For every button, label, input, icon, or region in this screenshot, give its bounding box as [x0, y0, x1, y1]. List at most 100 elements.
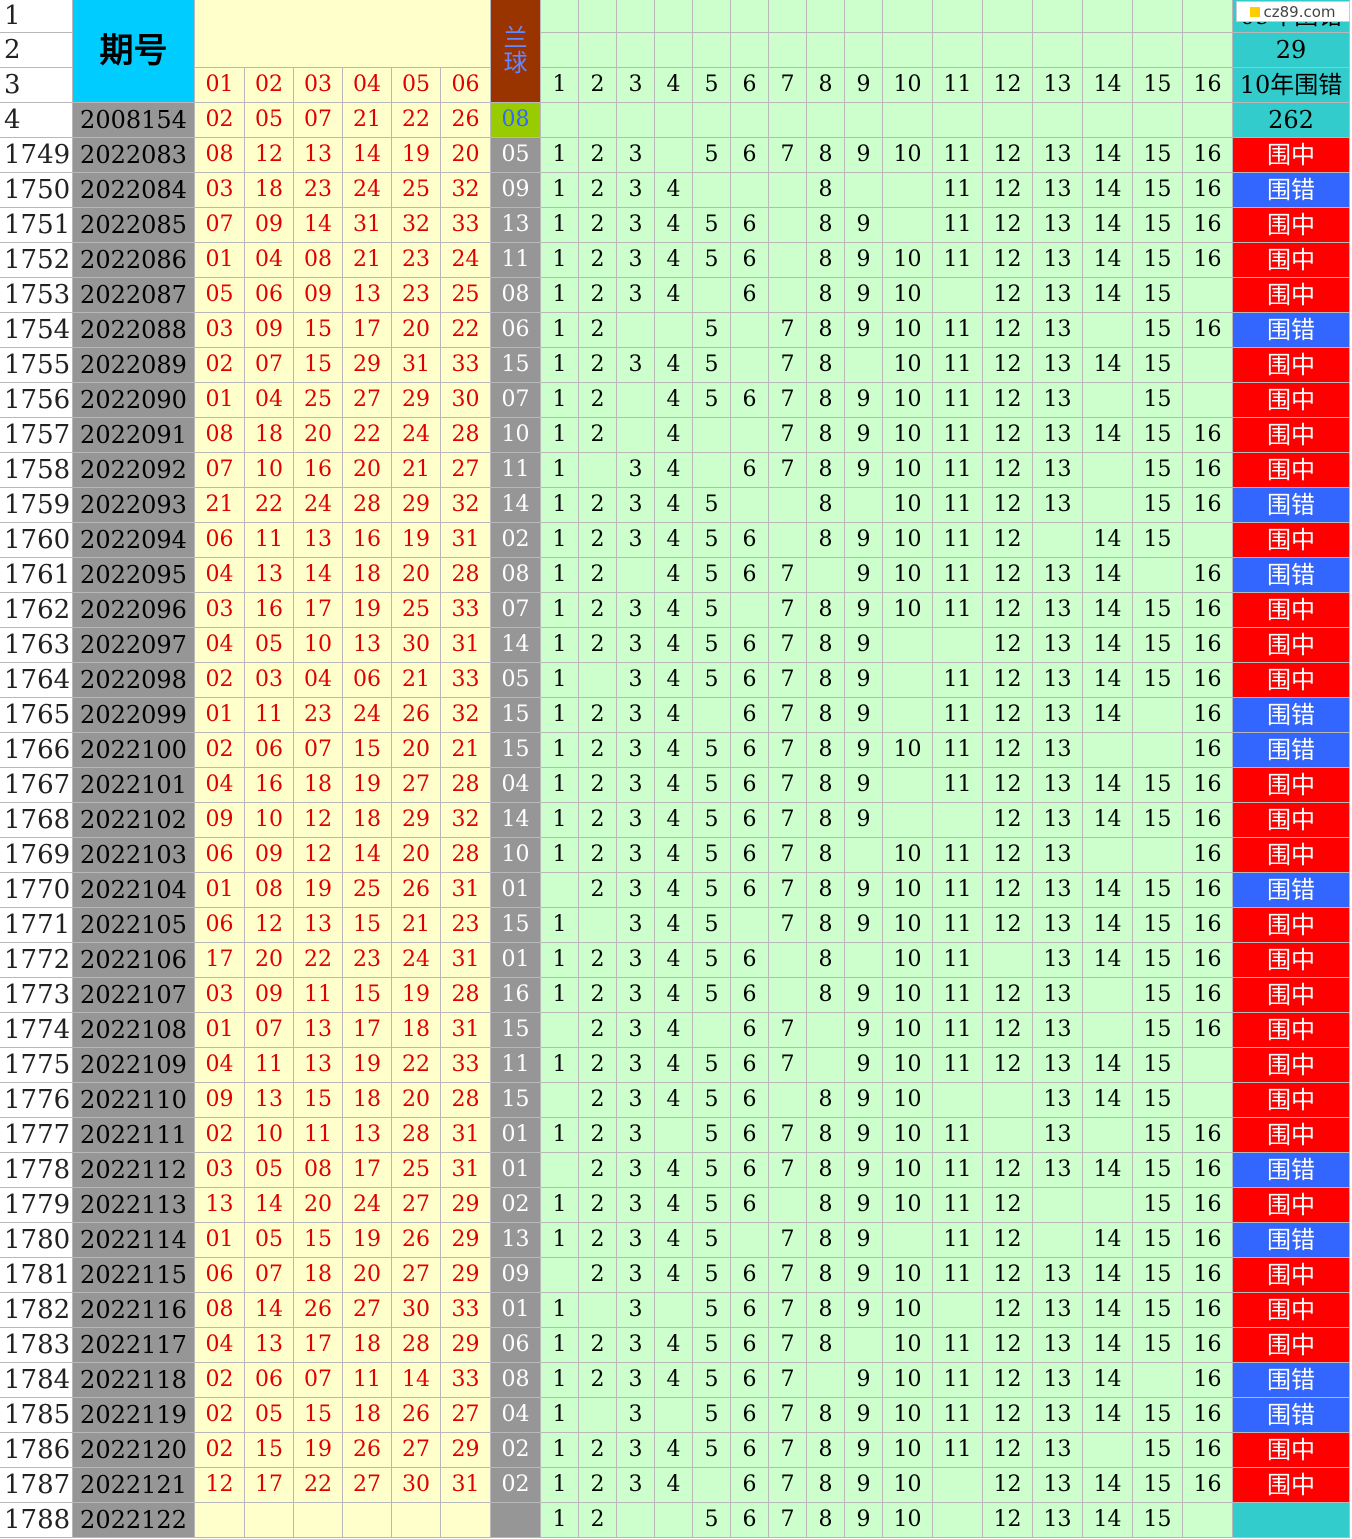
number-cell[interactable]: 14 [1083, 523, 1133, 558]
number-cell[interactable]: 10 [883, 908, 933, 943]
number-cell[interactable]: 6 [731, 1398, 769, 1433]
number-cell[interactable]: 8 [807, 418, 845, 453]
number-cell[interactable] [617, 313, 655, 348]
number-cell[interactable]: 16 [1183, 1013, 1233, 1048]
number-cell[interactable]: 2 [579, 1328, 617, 1363]
blue-ball-cell[interactable]: 08 [491, 558, 541, 593]
number-cell[interactable] [1083, 733, 1133, 768]
number-cell[interactable] [617, 383, 655, 418]
number-cell[interactable] [579, 663, 617, 698]
number-cell[interactable]: 10 [883, 593, 933, 628]
number-cell[interactable]: 11 [933, 1013, 983, 1048]
number-cell[interactable] [693, 173, 731, 208]
number-cell[interactable] [845, 943, 883, 978]
number-cell[interactable]: 10 [883, 1118, 933, 1153]
number-cell[interactable] [1033, 1223, 1083, 1258]
number-cell[interactable] [933, 803, 983, 838]
number-cell[interactable]: 14 [1083, 908, 1133, 943]
number-cell[interactable] [617, 558, 655, 593]
number-cell[interactable]: 5 [693, 978, 731, 1013]
row-number[interactable]: 1769 [0, 838, 73, 873]
number-cell[interactable]: 15 [1133, 803, 1183, 838]
number-cell[interactable]: 16 [1183, 1468, 1233, 1503]
number-cell[interactable]: 9 [845, 558, 883, 593]
number-cell[interactable]: 11 [933, 1188, 983, 1223]
number-cell[interactable] [845, 1328, 883, 1363]
number-cell[interactable]: 9 [845, 978, 883, 1013]
number-cell[interactable]: 7 [769, 1293, 807, 1328]
number-cell[interactable]: 13 [1033, 1468, 1083, 1503]
number-cell[interactable]: 3 [617, 1363, 655, 1398]
number-cell[interactable]: 15 [1133, 1398, 1183, 1433]
number-cell[interactable] [769, 943, 807, 978]
red-ball-cell[interactable]: 06 [195, 838, 245, 873]
number-cell[interactable]: 3 [617, 1118, 655, 1153]
number-cell[interactable]: 16 [1183, 1328, 1233, 1363]
number-cell[interactable]: 15 [1133, 1328, 1183, 1363]
number-cell[interactable]: 7 [769, 1013, 807, 1048]
red-ball-cell[interactable]: 25 [392, 173, 441, 208]
number-cell[interactable]: 11 [933, 978, 983, 1013]
red-ball-cell[interactable]: 13 [343, 278, 392, 313]
result-cell[interactable]: 围中 [1233, 418, 1350, 453]
number-cell[interactable]: 16 [1183, 558, 1233, 593]
red-ball-cell[interactable]: 23 [392, 243, 441, 278]
number-cell[interactable]: 3 [617, 523, 655, 558]
red-ball-cell[interactable]: 02 [195, 1363, 245, 1398]
row-number[interactable]: 1781 [0, 1258, 73, 1293]
number-cell[interactable]: 9 [845, 1398, 883, 1433]
number-cell[interactable]: 2 [579, 978, 617, 1013]
red-ball-cell[interactable]: 23 [343, 943, 392, 978]
number-cell[interactable]: 5 [693, 593, 731, 628]
number-cell[interactable]: 6 [731, 1118, 769, 1153]
number-cell[interactable]: 13 [1033, 663, 1083, 698]
red-ball-cell[interactable]: 07 [245, 1258, 294, 1293]
number-cell[interactable] [769, 243, 807, 278]
red-ball-cell[interactable]: 18 [392, 1013, 441, 1048]
number-cell[interactable]: 6 [731, 1013, 769, 1048]
red-ball-cell[interactable]: 27 [392, 1188, 441, 1223]
red-ball-cell[interactable]: 10 [245, 453, 294, 488]
number-cell[interactable]: 6 [731, 1433, 769, 1468]
red-ball-cell[interactable]: 20 [392, 733, 441, 768]
red-ball-cell[interactable]: 28 [441, 418, 491, 453]
blue-ball-cell[interactable]: 15 [491, 1013, 541, 1048]
red-ball-cell[interactable]: 13 [294, 1048, 343, 1083]
number-cell[interactable] [541, 1083, 579, 1118]
red-ball-cell[interactable]: 02 [195, 1398, 245, 1433]
red-ball-cell[interactable]: 13 [343, 1118, 392, 1153]
number-cell[interactable]: 8 [807, 1258, 845, 1293]
number-cell[interactable] [541, 1258, 579, 1293]
number-cell[interactable] [541, 873, 579, 908]
result-cell[interactable]: 围错 [1233, 733, 1350, 768]
red-ball-cell[interactable]: 28 [343, 488, 392, 523]
number-cell[interactable]: 6 [731, 1468, 769, 1503]
number-cell[interactable] [769, 523, 807, 558]
red-ball-cell[interactable]: 31 [441, 1118, 491, 1153]
red-ball-cell[interactable]: 11 [343, 1363, 392, 1398]
number-cell[interactable]: 3 [617, 1048, 655, 1083]
number-cell[interactable]: 16 [1183, 1118, 1233, 1153]
red-ball-cell[interactable]: 24 [392, 943, 441, 978]
number-cell[interactable]: 13 [1033, 1328, 1083, 1363]
row-number[interactable]: 3 [0, 68, 73, 103]
red-ball-cell[interactable] [195, 1503, 245, 1538]
number-cell[interactable]: 13 [1033, 1433, 1083, 1468]
result-cell[interactable]: 围中 [1233, 278, 1350, 313]
number-cell[interactable]: 10 [883, 1188, 933, 1223]
number-cell[interactable]: 1 [541, 523, 579, 558]
number-cell[interactable]: 2 [579, 243, 617, 278]
red-ball-cell[interactable]: 15 [343, 978, 392, 1013]
period-cell[interactable]: 2022107 [73, 978, 195, 1013]
number-cell[interactable]: 7 [769, 1363, 807, 1398]
number-cell[interactable]: 12 [983, 1433, 1033, 1468]
number-cell[interactable] [1183, 383, 1233, 418]
blue-ball-cell[interactable]: 06 [491, 1328, 541, 1363]
number-cell[interactable]: 7 [769, 733, 807, 768]
red-ball-cell[interactable]: 27 [343, 1293, 392, 1328]
red-ball-cell[interactable]: 17 [294, 593, 343, 628]
period-cell[interactable]: 2022121 [73, 1468, 195, 1503]
period-cell[interactable]: 2022088 [73, 313, 195, 348]
blue-ball-cell[interactable]: 07 [491, 383, 541, 418]
number-cell[interactable] [1133, 733, 1183, 768]
